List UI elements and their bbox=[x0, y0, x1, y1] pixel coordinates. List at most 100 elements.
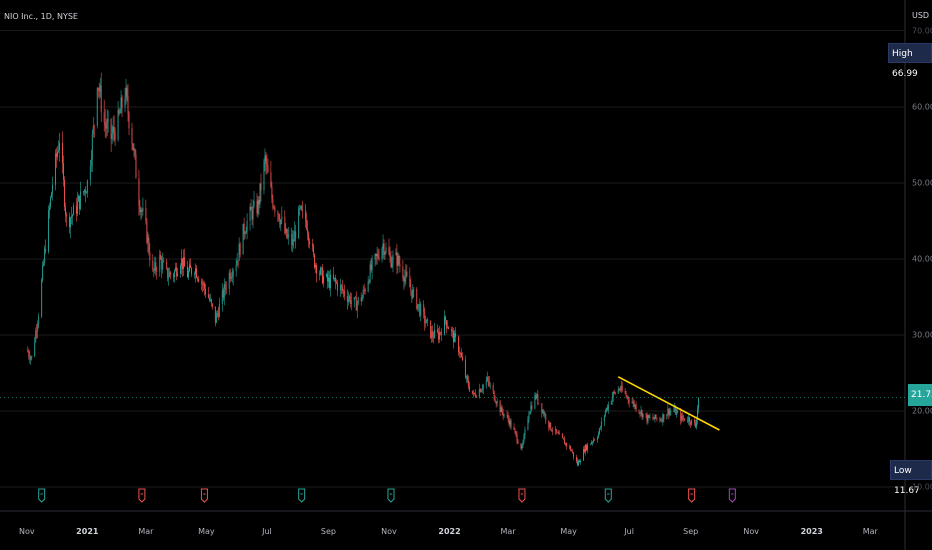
candle bbox=[264, 148, 266, 172]
candle-body bbox=[670, 411, 672, 412]
x-tick-label: Jul bbox=[262, 527, 272, 536]
candle-body bbox=[328, 277, 329, 282]
y-tick-label: 40.00 bbox=[912, 254, 932, 264]
candle bbox=[627, 395, 629, 405]
dividend-event-icon[interactable] bbox=[518, 488, 526, 503]
candle-body bbox=[38, 316, 40, 324]
dividend-event-icon[interactable] bbox=[138, 488, 146, 503]
candle-body bbox=[586, 445, 587, 451]
candle bbox=[58, 140, 59, 154]
candle bbox=[125, 78, 127, 105]
candle-body bbox=[570, 446, 572, 451]
candle-body bbox=[271, 186, 273, 199]
candle-body bbox=[458, 337, 459, 353]
candle-body bbox=[305, 209, 307, 221]
candle bbox=[229, 268, 231, 283]
candle bbox=[549, 421, 551, 430]
candle bbox=[286, 228, 288, 239]
candle bbox=[500, 404, 502, 413]
candle-body bbox=[79, 191, 81, 209]
candle-body bbox=[138, 178, 140, 206]
earnings-event-icon[interactable] bbox=[604, 488, 612, 503]
candle bbox=[611, 391, 613, 405]
candle-body bbox=[485, 380, 487, 385]
candle-body bbox=[66, 214, 67, 217]
candle-body bbox=[654, 414, 656, 419]
candle-body bbox=[592, 439, 594, 442]
candle bbox=[631, 397, 633, 404]
candle-body bbox=[99, 85, 101, 92]
candle-body bbox=[396, 252, 398, 266]
candle bbox=[149, 243, 151, 267]
candle-body bbox=[190, 264, 191, 268]
candle-body bbox=[312, 244, 314, 247]
candle-body bbox=[445, 316, 447, 321]
candle bbox=[479, 388, 481, 393]
candle bbox=[369, 260, 371, 284]
candle bbox=[522, 439, 524, 449]
candle bbox=[124, 87, 126, 113]
candle-body bbox=[402, 266, 404, 278]
candle bbox=[446, 319, 447, 334]
candle-body bbox=[142, 208, 144, 212]
x-tick-label: Jul bbox=[624, 527, 634, 536]
candle-body bbox=[104, 122, 106, 126]
candle bbox=[333, 277, 335, 283]
candle-body bbox=[231, 276, 233, 278]
candle bbox=[610, 400, 612, 405]
candle bbox=[459, 351, 461, 359]
candle-body bbox=[121, 97, 123, 108]
candle bbox=[475, 394, 477, 398]
dividend-event-icon[interactable] bbox=[688, 488, 696, 503]
earnings-event-icon[interactable] bbox=[387, 488, 395, 503]
dividend-event-icon[interactable] bbox=[200, 488, 208, 503]
candle-body bbox=[646, 414, 648, 422]
trendline[interactable] bbox=[617, 376, 720, 431]
earnings-event-icon[interactable] bbox=[298, 488, 306, 503]
candle-body bbox=[211, 303, 213, 307]
event-marker-shape bbox=[387, 488, 395, 503]
candle bbox=[340, 283, 342, 294]
candle-body bbox=[677, 411, 679, 412]
candle bbox=[507, 412, 509, 423]
candle-body bbox=[78, 195, 80, 209]
candle bbox=[509, 418, 511, 429]
candle bbox=[267, 158, 269, 173]
candle bbox=[673, 406, 675, 412]
candle bbox=[385, 242, 387, 255]
candle-body bbox=[222, 290, 224, 298]
candle-body bbox=[111, 133, 113, 139]
candle bbox=[648, 414, 650, 419]
candle bbox=[71, 213, 73, 226]
split-event-icon[interactable] bbox=[728, 488, 736, 503]
candle-body bbox=[631, 402, 633, 404]
candle bbox=[690, 420, 692, 429]
candle bbox=[619, 386, 621, 393]
candle bbox=[30, 355, 32, 365]
candle bbox=[592, 436, 594, 444]
candle-body bbox=[537, 394, 539, 404]
candle bbox=[513, 423, 515, 430]
candle bbox=[654, 414, 656, 423]
x-tick-label: Sep bbox=[683, 527, 699, 536]
candle bbox=[510, 418, 512, 430]
candle-body bbox=[548, 420, 550, 428]
candle-body bbox=[176, 267, 178, 276]
candle bbox=[368, 279, 370, 285]
candle bbox=[176, 262, 178, 281]
candle-body bbox=[580, 460, 581, 463]
candle-body bbox=[669, 411, 671, 415]
candle-body bbox=[131, 128, 133, 144]
event-marker-shape bbox=[518, 488, 526, 503]
candle-body bbox=[683, 418, 685, 420]
candle-body bbox=[397, 255, 399, 266]
candle bbox=[107, 110, 109, 134]
candle bbox=[589, 443, 591, 445]
candle-body bbox=[357, 297, 359, 303]
candle-body bbox=[58, 150, 59, 152]
earnings-event-icon[interactable] bbox=[38, 488, 46, 503]
candle-body bbox=[453, 331, 454, 343]
candle-body bbox=[583, 448, 584, 461]
candle-body bbox=[437, 329, 439, 332]
